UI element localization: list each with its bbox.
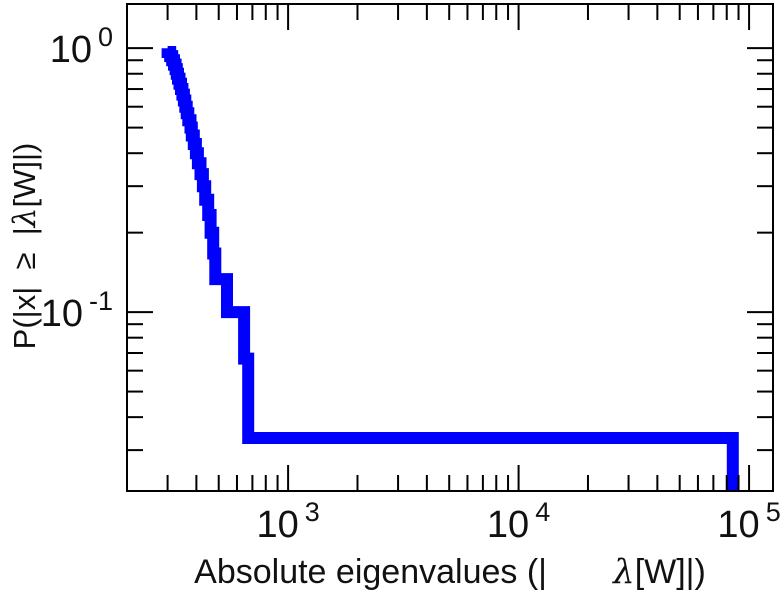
lambda-symbol: λ	[6, 207, 43, 228]
x-axis-label-gap	[547, 553, 613, 591]
x-axis-label-suffix: [W]|)	[634, 553, 706, 591]
tick-exponent: 5	[765, 497, 780, 527]
x-tick-label: 10 5	[717, 499, 780, 546]
tick-exponent: 4	[535, 497, 551, 527]
tick-exponent: -1	[88, 286, 113, 317]
tick-mantissa: 10	[717, 504, 760, 546]
tick-exponent: 3	[304, 497, 320, 527]
tick-mantissa: 10	[486, 504, 530, 546]
tick-exponent: 0	[97, 22, 113, 53]
y-axis-label-suffix: [W]|)	[6, 142, 42, 208]
y-tick-label: 10 0	[49, 24, 113, 72]
plot-frame	[126, 3, 774, 492]
y-axis-label-text: P(|x| ≥ |	[6, 227, 42, 350]
y-axis-label: P(|x| ≥ |λ[W]|)	[6, 142, 43, 350]
lambda-symbol: λ	[613, 552, 635, 592]
x-axis-label: Absolute eigenvalues (| λ[W]|)	[127, 552, 773, 592]
y-tick-label: 10 -1	[40, 288, 113, 336]
ccdf-curve	[161, 46, 739, 491]
axis-ticks	[127, 4, 773, 491]
tick-mantissa: 10	[40, 293, 83, 336]
x-axis-label-text: Absolute eigenvalues (|	[194, 553, 547, 591]
x-tick-label: 10 3	[256, 499, 319, 546]
x-tick-label: 10 4	[486, 499, 550, 546]
tick-mantissa: 10	[256, 504, 299, 546]
tick-mantissa: 10	[49, 29, 92, 72]
